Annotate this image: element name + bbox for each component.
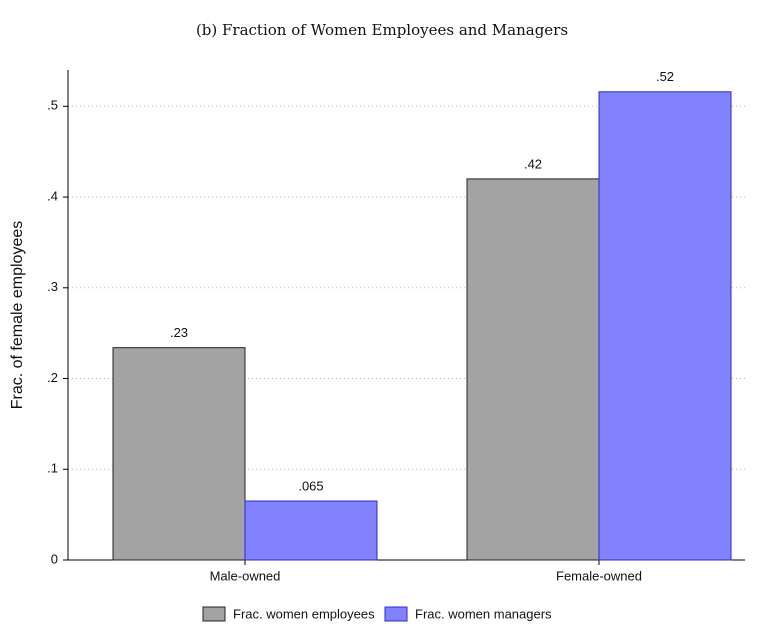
bar xyxy=(598,91,732,561)
y-tick-label: .4 xyxy=(47,188,58,203)
bar xyxy=(244,500,378,561)
x-tick-label: Female-owned xyxy=(556,568,642,583)
legend-swatch xyxy=(202,606,226,622)
y-tick-label: 0 xyxy=(51,551,58,566)
legend-label: Frac. women managers xyxy=(415,606,552,621)
value-label: .52 xyxy=(656,69,674,84)
chart-title: (b) Fraction of Women Employees and Mana… xyxy=(196,21,568,39)
value-label: .42 xyxy=(524,156,542,171)
legend-label: Frac. women employees xyxy=(233,606,375,621)
bar xyxy=(112,347,246,561)
y-tick-label: .5 xyxy=(47,98,58,113)
value-label: .065 xyxy=(298,478,323,493)
y-tick-label: .2 xyxy=(47,370,58,385)
y-tick-label: .3 xyxy=(47,279,58,294)
bar xyxy=(466,178,600,561)
legend-swatch xyxy=(384,606,408,622)
x-tick-label: Male-owned xyxy=(210,568,281,583)
y-axis-label: Frac. of female employees xyxy=(9,221,26,410)
value-label: .23 xyxy=(170,325,188,340)
y-tick-label: .1 xyxy=(47,461,58,476)
